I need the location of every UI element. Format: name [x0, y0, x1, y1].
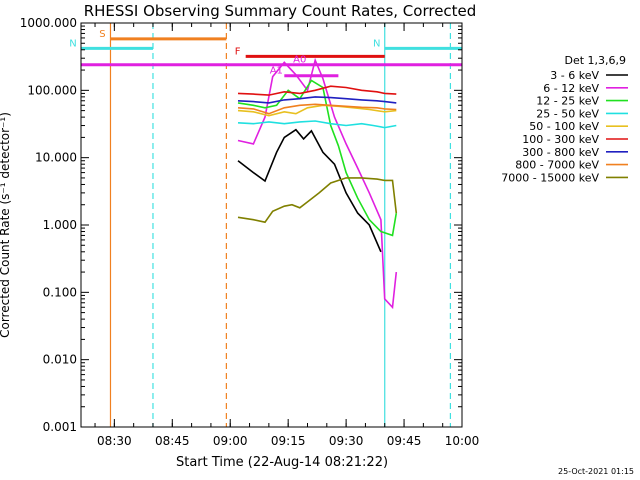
legend-label: 25 - 50 keV — [536, 107, 599, 120]
x-tick-label: 09:45 — [387, 434, 422, 448]
flag-label: S — [99, 29, 105, 40]
legend-label: 6 - 12 keV — [543, 82, 599, 95]
series-line — [237, 104, 397, 117]
x-tick-label: 09:15 — [271, 434, 306, 448]
y-tick-label: 100.000 — [27, 83, 77, 97]
legend-label: 800 - 7000 keV — [515, 159, 599, 172]
series-line — [237, 103, 397, 115]
series-line — [237, 177, 398, 224]
legend-title: Det 1,3,6,9 — [564, 54, 626, 67]
vertical-markers — [109, 23, 452, 427]
series-line — [237, 79, 398, 237]
legend-label: 12 - 25 keV — [536, 95, 599, 108]
legend-label: 7000 - 15000 keV — [501, 171, 599, 184]
flag-label: N — [69, 38, 76, 49]
y-axis-ticks: 0.001 0.010 0.100 1.000 10.000 100.000 1000.00… — [20, 16, 462, 434]
y-tick-label: 10.000 — [35, 151, 77, 165]
chart-title: RHESSI Observing Summary Count Rates, Co… — [84, 2, 477, 20]
x-axis-ticks: 08:30 08:45 09:00 09:15 09:30 09:45 10:00 — [94, 23, 480, 448]
y-tick-label: 0.010 — [43, 353, 77, 367]
y-tick-label: 0.001 — [43, 420, 77, 434]
x-tick-label: 08:45 — [155, 434, 190, 448]
x-axis-label: Start Time (22-Aug-14 08:21:22) — [176, 455, 388, 470]
series-line — [237, 85, 397, 96]
x-tick-label: 09:00 — [213, 434, 248, 448]
legend-label: 300 - 800 keV — [522, 146, 599, 159]
legend-label: 100 - 300 keV — [522, 133, 599, 146]
flag-label: N — [373, 38, 380, 49]
series-line — [237, 96, 397, 104]
footer-date: 25-Oct-2021 01:15 — [558, 467, 634, 476]
legend-label: 50 - 100 keV — [529, 120, 599, 133]
y-tick-label: 1000.000 — [20, 16, 77, 30]
x-tick-label: 08:30 — [97, 434, 132, 448]
y-axis-label: Corrected Count Rate (s⁻¹ detector⁻¹) — [0, 112, 12, 338]
x-tick-label: 10:00 — [445, 434, 480, 448]
y-tick-label: 1.000 — [43, 218, 77, 232]
x-tick-label: 09:30 — [329, 434, 364, 448]
flag-label: F — [235, 46, 241, 57]
series-line — [237, 128, 382, 253]
flag-label: A0 — [293, 55, 306, 66]
series-line — [237, 120, 397, 129]
legend-label: 3 - 6 keV — [550, 69, 599, 82]
series-line — [237, 57, 398, 310]
data-series — [237, 57, 398, 310]
y-tick-label: 0.100 — [43, 285, 77, 299]
